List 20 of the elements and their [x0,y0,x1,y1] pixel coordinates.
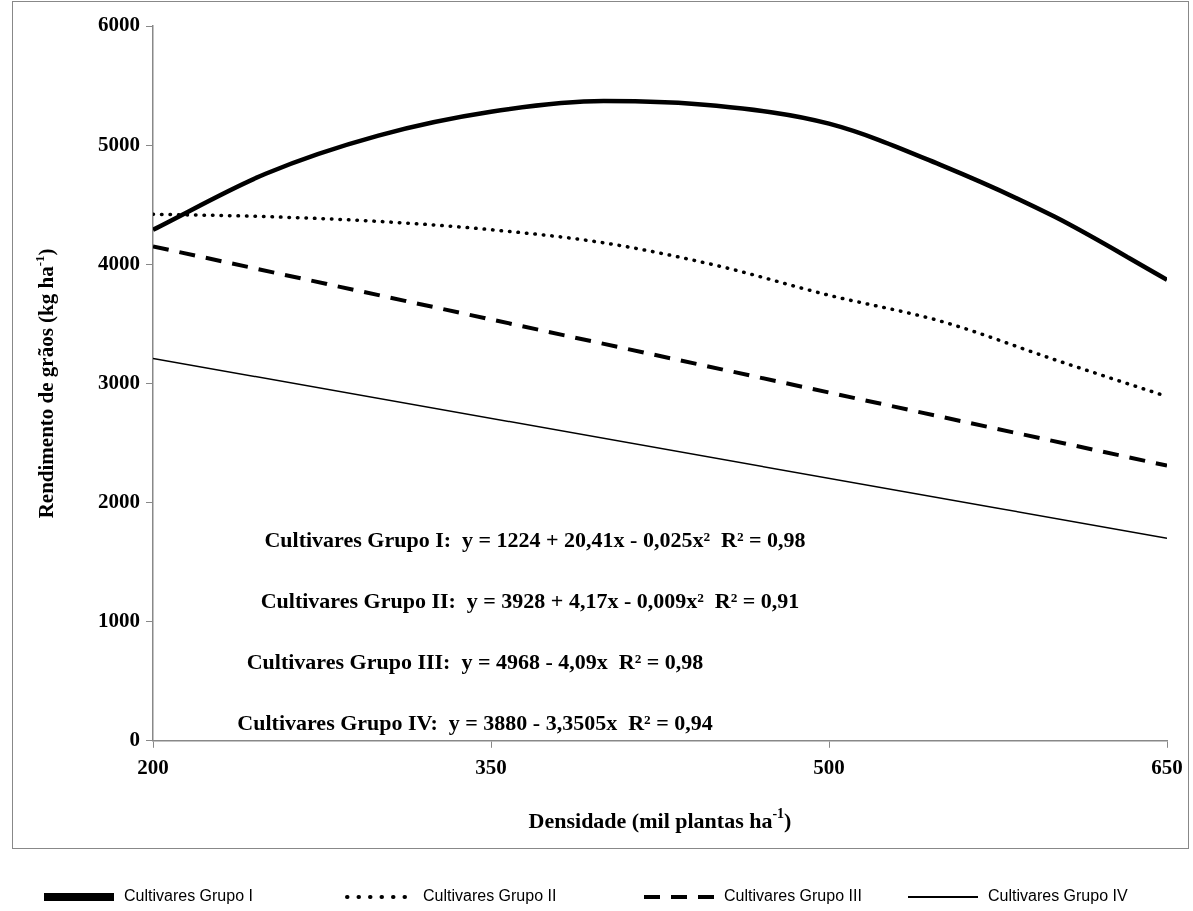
x-tick-label: 350 [475,754,507,779]
legend-label: Cultivares Grupo IV [988,887,1128,905]
legend-label: Cultivares Grupo I [124,887,253,905]
y-tick-label: 0 [129,727,140,752]
y-axis-title: Rendimento de grãos (kg ha-1) [32,248,59,519]
annotation: Cultivares Grupo III: y = 4968 - 4,09x R² = 0,98 [246,648,704,674]
y-tick-label: 2000 [98,488,140,513]
x-tick-label: 200 [137,754,169,779]
y-tick-label: 1000 [98,608,140,633]
annotation: Cultivares Grupo IV: y = 3880 - 3,3505x R² = 0,94 [237,709,713,735]
y-tick-label: 6000 [98,12,140,37]
x-tick-label: 500 [813,754,845,779]
y-tick-label: 3000 [98,369,140,394]
y-tick-label: 5000 [98,131,140,156]
annotation: Cultivares Grupo I: y = 1224 + 20,41x - 0,025x² R² = 0,98 [264,526,806,552]
legend-label: Cultivares Grupo II [423,887,557,905]
y-tick-label: 4000 [98,250,140,275]
annotation: Cultivares Grupo II: y = 3928 + 4,17x - 0,009x² R² = 0,91 [260,587,800,613]
x-tick-label: 650 [1151,754,1183,779]
legend-label: Cultivares Grupo III [724,887,862,905]
